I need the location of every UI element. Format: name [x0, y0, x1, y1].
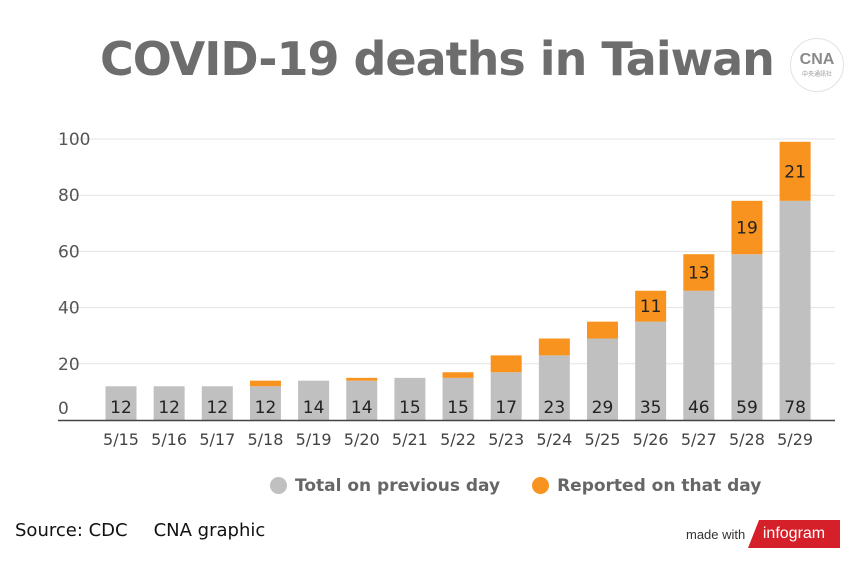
legend-item-previous[interactable]: Total on previous day: [270, 476, 500, 496]
data-label-previous: 29: [592, 398, 614, 418]
x-tick-label: 5/27: [681, 430, 717, 449]
source-text: Source: CDC: [15, 520, 128, 541]
source-note: Source: CDC CNA graphic: [15, 520, 291, 541]
data-label-previous: 12: [255, 398, 277, 418]
y-tick-label: 40: [58, 299, 80, 319]
x-tick-label: 5/26: [633, 430, 669, 449]
bar-previous: [153, 386, 185, 420]
x-tick-label: 5/28: [729, 430, 765, 449]
bar-reported: [538, 338, 570, 356]
bar-previous: [298, 380, 330, 420]
x-tick-label: 5/22: [440, 430, 476, 449]
bar-reported: [731, 200, 763, 255]
legend: Total on previous day Reported on that d…: [270, 476, 761, 496]
data-label-previous: 46: [688, 398, 710, 418]
bar-previous: [201, 386, 233, 420]
bar-reported: [346, 377, 378, 381]
bar-reported: [442, 372, 474, 378]
data-label-previous: 15: [399, 398, 421, 418]
y-tick-label: 20: [58, 355, 80, 375]
bar-previous: [490, 372, 522, 420]
bar-reported: [779, 141, 811, 201]
bar-reported: [249, 380, 281, 387]
data-label-previous: 15: [447, 398, 469, 418]
bar-reported: [635, 290, 667, 322]
data-label-reported: 21: [784, 162, 806, 182]
bar-previous: [249, 386, 281, 420]
data-label-reported: 19: [736, 219, 758, 239]
data-label-previous: 14: [351, 398, 373, 418]
y-tick-label: 100: [58, 130, 90, 150]
x-tick-label: 5/15: [103, 430, 139, 449]
cna-logo: CNA 中央通訊社: [790, 38, 844, 92]
legend-swatch: [532, 477, 550, 494]
bar-previous: [731, 254, 763, 420]
x-tick-label: 5/19: [296, 430, 332, 449]
x-tick-label: 5/29: [777, 430, 813, 449]
data-label-reported: 13: [688, 263, 710, 283]
bar-previous: [105, 386, 137, 420]
y-tick-label: 60: [58, 242, 80, 262]
x-tick-label: 5/16: [151, 430, 187, 449]
x-tick-label: 5/23: [488, 430, 524, 449]
bar-reported: [587, 321, 618, 339]
bar-previous: [346, 380, 378, 420]
data-label-previous: 17: [495, 398, 517, 418]
bar-previous: [538, 355, 570, 420]
bar-reported: [683, 254, 715, 291]
legend-swatch: [270, 477, 287, 494]
data-label-previous: 14: [303, 398, 325, 418]
data-label-previous: 78: [784, 398, 806, 418]
x-tick-label: 5/18: [247, 430, 283, 449]
bar-chart: 0 20 40 60 80 100 12 5/15 12 5/16 12 5/17 12 5/18 14 5/…: [58, 130, 835, 449]
bar-previous: [587, 338, 618, 420]
bar-previous: [779, 200, 811, 420]
infogram-badge[interactable]: infogram: [748, 520, 840, 548]
bar-previous: [635, 321, 667, 420]
chart-title: COVID-19 deaths in Taiwan: [100, 32, 775, 86]
y-tick-label: 0: [58, 399, 69, 419]
y-tick-label: 80: [58, 186, 80, 206]
x-tick-label: 5/17: [199, 430, 235, 449]
x-tick-label: 5/24: [536, 430, 572, 449]
data-label-reported: 11: [640, 297, 662, 317]
bar-previous: [442, 377, 474, 420]
x-tick-label: 5/25: [585, 430, 621, 449]
data-label-previous: 35: [640, 398, 662, 418]
bar-reported: [490, 355, 522, 373]
data-label-previous: 12: [158, 398, 180, 418]
data-label-previous: 12: [110, 398, 132, 418]
legend-label: Reported on that day: [557, 476, 762, 496]
legend-label: Total on previous day: [295, 476, 501, 496]
data-label-previous: 23: [544, 398, 566, 418]
made-with-text: made with: [686, 527, 746, 542]
bar-previous: [683, 290, 715, 420]
legend-item-reported[interactable]: Reported on that day: [532, 476, 761, 496]
bar-previous: [394, 377, 426, 420]
x-tick-label: 5/20: [344, 430, 380, 449]
x-tick-label: 5/21: [392, 430, 428, 449]
credit-text: CNA graphic: [153, 520, 266, 541]
data-label-previous: 12: [206, 398, 228, 418]
data-label-previous: 59: [736, 398, 758, 418]
